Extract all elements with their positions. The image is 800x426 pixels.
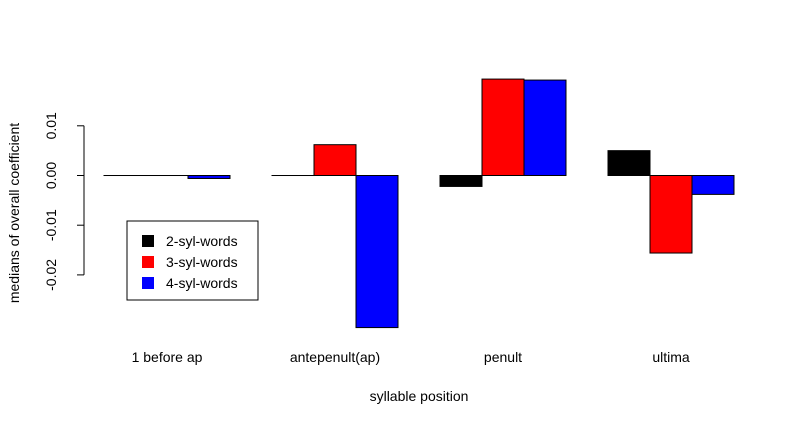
legend-swatch-4-syl-words bbox=[142, 277, 154, 289]
legend-label-2-syl-words: 2-syl-words bbox=[166, 233, 238, 249]
bar-4-syl-words-antepenult(ap) bbox=[355, 175, 399, 329]
bar-3-syl-words-antepenult(ap) bbox=[313, 144, 357, 177]
bar-4-syl-words-penult bbox=[523, 79, 567, 176]
legend-swatch-3-syl-words bbox=[142, 256, 154, 268]
bar-2-syl-words-penult bbox=[439, 175, 483, 187]
y-tick-label: -0.01 bbox=[43, 209, 59, 241]
y-tick-label: 0.00 bbox=[43, 162, 59, 189]
x-axis-title: syllable position bbox=[370, 388, 469, 404]
y-tick-label: -0.02 bbox=[43, 259, 59, 291]
category-labels: 1 before ap antepenult(ap) penult ultima bbox=[132, 349, 690, 365]
bar-2-syl-words-ultima bbox=[607, 150, 651, 176]
legend-label-3-syl-words: 3-syl-words bbox=[166, 254, 238, 270]
category-label: penult bbox=[484, 349, 522, 365]
bar-4-syl-words-1 before ap bbox=[187, 175, 231, 179]
bars bbox=[103, 78, 735, 329]
category-label: ultima bbox=[652, 349, 690, 365]
bar-4-syl-words-ultima bbox=[691, 175, 735, 195]
y-axis: 0.01 0.00 -0.01 -0.02 bbox=[43, 112, 85, 291]
category-label: 1 before ap bbox=[132, 349, 203, 365]
y-tick-label: 0.01 bbox=[43, 112, 59, 139]
y-axis-title: medians of overall coefficient bbox=[6, 123, 22, 303]
legend-swatch-2-syl-words bbox=[142, 235, 154, 247]
category-label: antepenult(ap) bbox=[290, 349, 380, 365]
bar-3-syl-words-ultima bbox=[649, 175, 693, 254]
legend: 2-syl-words 3-syl-words 4-syl-words bbox=[126, 220, 259, 301]
bar-3-syl-words-penult bbox=[481, 78, 525, 176]
legend-label-4-syl-words: 4-syl-words bbox=[166, 275, 238, 291]
